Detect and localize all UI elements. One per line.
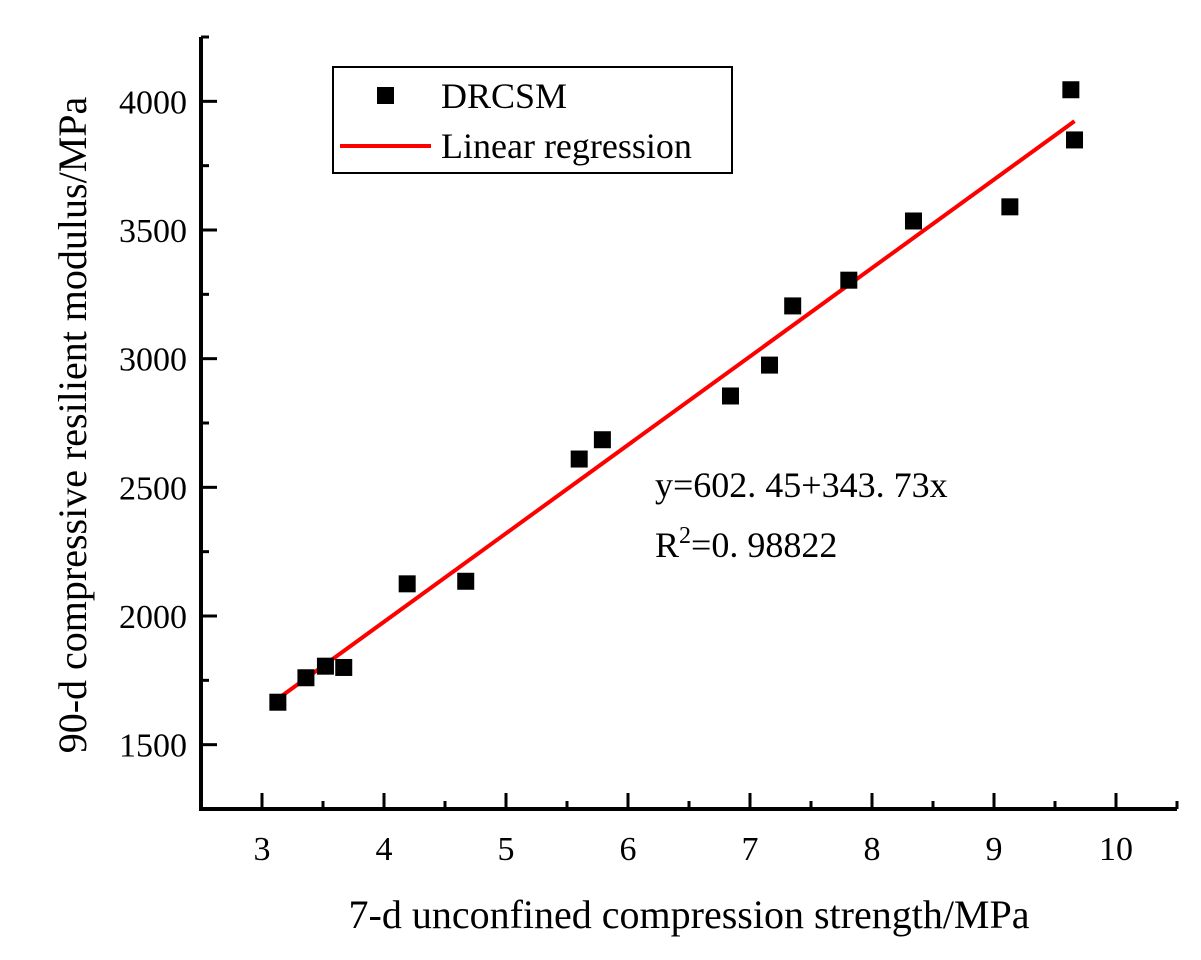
y-axis-title: 90-d compressive resilient modulus/MPa	[50, 96, 95, 753]
r-squared-value: =0. 98822	[691, 525, 837, 565]
y-tick-label: 2500	[119, 470, 187, 507]
data-point	[1001, 198, 1019, 216]
x-tick-label: 3	[254, 831, 271, 868]
data-point	[904, 212, 922, 230]
x-tick-label: 10	[1099, 831, 1133, 868]
x-axis-title: 7-d unconfined compression strength/MPa	[349, 892, 1030, 937]
r-squared-superscript: 2	[679, 523, 691, 549]
data-point	[1066, 131, 1084, 149]
r-squared-annotation: R2=0. 98822	[655, 523, 837, 565]
regression-line-group	[276, 119, 1076, 701]
y-tick-label: 3500	[119, 213, 187, 250]
y-tick-label: 2000	[119, 599, 187, 636]
y-tick-label: 4000	[119, 84, 187, 121]
regression-line	[276, 119, 1076, 701]
data-points	[269, 81, 1084, 711]
data-point	[570, 450, 588, 468]
y-tick-label: 3000	[119, 342, 187, 379]
data-point	[457, 572, 475, 590]
x-tick-label: 4	[376, 831, 393, 868]
x-tick-label: 9	[986, 831, 1003, 868]
y-tick-label: 1500	[119, 728, 187, 765]
data-point	[269, 693, 287, 711]
legend-marker-drcsm	[377, 87, 394, 104]
data-point	[398, 575, 416, 593]
data-point	[1062, 81, 1080, 99]
r-squared-prefix: R	[655, 525, 679, 565]
data-point	[335, 658, 353, 676]
regression-equation: y=602. 45+343. 73x	[655, 465, 948, 505]
data-point	[316, 657, 334, 675]
data-point	[761, 356, 779, 374]
x-tick-label: 5	[498, 831, 515, 868]
data-point	[840, 271, 858, 289]
x-axis-ticks: 3 4 5 6 7 8 9 10	[199, 793, 1179, 868]
x-tick-label: 8	[864, 831, 881, 868]
data-point	[721, 387, 739, 405]
data-point	[593, 431, 611, 449]
x-tick-label: 7	[742, 831, 759, 868]
legend-label-drcsm: DRCSM	[441, 76, 567, 116]
data-point	[784, 297, 802, 315]
legend-box	[332, 66, 733, 174]
legend-label-regression: Linear regression	[441, 126, 692, 166]
x-tick-label: 6	[620, 831, 637, 868]
legend: DRCSM Linear regression	[332, 66, 733, 174]
y-axis-ticks: 1500 2000 2500 3000 3500 4000	[119, 35, 217, 811]
data-point	[297, 669, 315, 687]
